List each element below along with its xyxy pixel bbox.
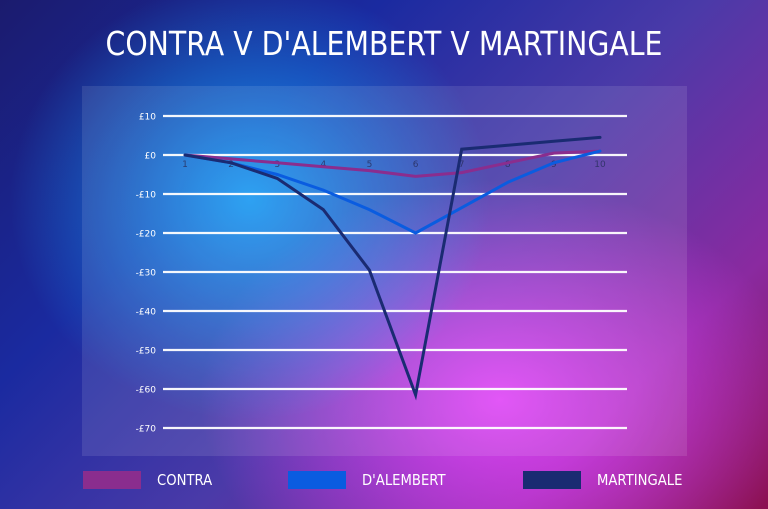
legend-swatch-martingale xyxy=(523,471,581,489)
x-tick-label: 8 xyxy=(505,160,511,170)
y-tick-label: -£20 xyxy=(136,230,157,240)
x-tick-label: 4 xyxy=(320,160,326,170)
x-tick-label: 6 xyxy=(413,160,419,170)
x-tick-label: 7 xyxy=(459,160,465,170)
x-tick-label: 10 xyxy=(594,160,606,170)
x-tick-label: 5 xyxy=(367,160,373,170)
series-line-dalembert xyxy=(183,149,602,235)
y-tick-label: -£10 xyxy=(136,191,157,201)
y-tick-label: -£40 xyxy=(136,308,157,318)
series-line-contra xyxy=(183,149,602,178)
legend-label: D'ALEMBERT xyxy=(362,471,446,489)
y-tick-label: -£50 xyxy=(136,347,157,357)
legend-label: CONTRA xyxy=(157,471,213,489)
legend-swatch-dalembert xyxy=(288,471,346,489)
legend-swatch-contra xyxy=(83,471,141,489)
legend-label: MARTINGALE xyxy=(597,471,683,489)
y-tick-label: £10 xyxy=(139,113,156,123)
x-tick-label: 1 xyxy=(182,160,188,170)
series-line-martingale xyxy=(183,135,602,401)
legend-item-dalembert: D'ALEMBERT xyxy=(288,470,457,490)
legend-item-martingale: MARTINGALE xyxy=(523,470,694,490)
y-tick-label: £0 xyxy=(145,152,157,162)
legend: CONTRA D'ALEMBERT MARTINGALE xyxy=(0,462,768,498)
x-tick-label: 9 xyxy=(551,160,557,170)
chart-title: CONTRA V D'ALEMBERT V MARTINGALE xyxy=(105,24,663,63)
x-tick-label: 3 xyxy=(274,160,280,170)
y-tick-label: -£70 xyxy=(136,425,157,435)
y-tick-label: -£30 xyxy=(136,269,157,279)
legend-item-contra: CONTRA xyxy=(83,470,220,490)
y-tick-label: -£60 xyxy=(136,386,157,396)
x-tick-label: 2 xyxy=(228,160,234,170)
